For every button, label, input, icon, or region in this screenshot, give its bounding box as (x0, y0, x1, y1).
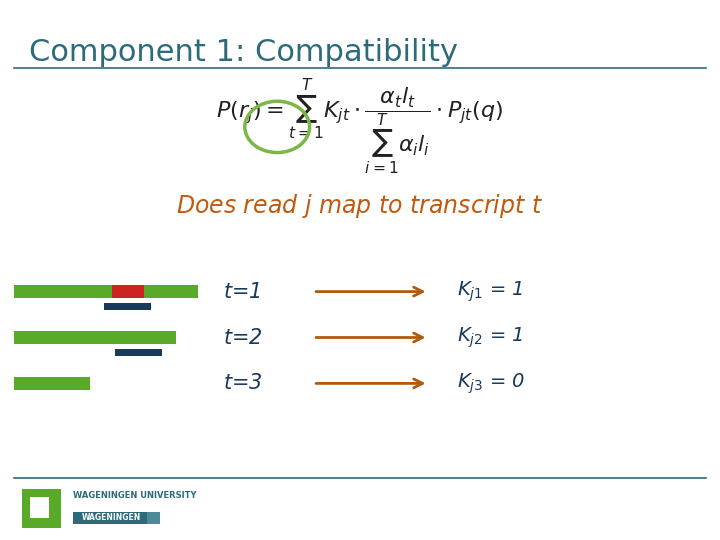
Bar (14, 330, 176, 345)
Bar (144, 285, 198, 298)
Text: WAGENINGEN UNIVERSITY: WAGENINGEN UNIVERSITY (73, 491, 197, 500)
Text: $t$=2: $t$=2 (223, 327, 263, 348)
Bar (14, 285, 126, 298)
Bar (73, 512, 160, 524)
Bar (104, 303, 151, 310)
Text: $K_{j1}$ = 1: $K_{j1}$ = 1 (457, 279, 523, 304)
Text: $K_{j2}$ = 1: $K_{j2}$ = 1 (457, 325, 523, 350)
Text: WAGENINGEN: WAGENINGEN (82, 514, 141, 522)
Text: UR: UR (148, 515, 159, 521)
Bar (112, 285, 144, 298)
Text: Does read $j$ map to transcript t: Does read $j$ map to transcript t (176, 192, 544, 220)
Text: $t$=1: $t$=1 (223, 281, 261, 302)
Bar (115, 349, 162, 356)
Bar (147, 512, 160, 524)
Bar (22, 489, 61, 528)
Text: Component 1: Compatibility: Component 1: Compatibility (29, 38, 458, 67)
Text: $K_{j3}$ = 0: $K_{j3}$ = 0 (457, 371, 525, 396)
Text: $P(r_j) = \sum_{t=1}^{T} K_{jt} \cdot \dfrac{\alpha_t l_t}{\sum_{i=1}^{T} \alpha: $P(r_j) = \sum_{t=1}^{T} K_{jt} \cdot \d… (217, 77, 503, 177)
Text: $t$=3: $t$=3 (223, 373, 263, 394)
Bar (30, 497, 49, 518)
Bar (14, 377, 90, 390)
